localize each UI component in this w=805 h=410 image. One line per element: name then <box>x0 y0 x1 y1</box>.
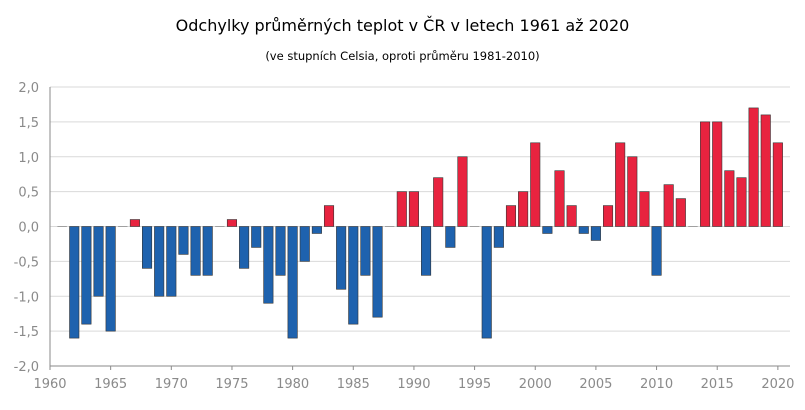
y-tick-label: -1,5 <box>14 325 39 340</box>
bar-positive <box>712 121 723 227</box>
bar-positive <box>603 205 614 227</box>
bars <box>57 107 783 339</box>
axes <box>49 87 790 370</box>
bar-positive <box>457 156 468 227</box>
bar-positive <box>530 142 541 227</box>
bar-negative <box>93 226 104 297</box>
y-tick-label: 1,5 <box>18 116 39 131</box>
x-tick-label: 1985 <box>337 377 370 392</box>
bar-negative <box>154 226 165 297</box>
bar-negative <box>190 226 201 276</box>
bar-negative <box>348 226 359 325</box>
x-tick-label: 1980 <box>276 377 309 392</box>
bar-negative <box>590 226 601 241</box>
bar-negative <box>336 226 347 290</box>
bar-negative <box>481 226 492 339</box>
bar-positive <box>323 205 335 227</box>
bar-negative <box>299 226 310 262</box>
bar-negative <box>360 226 371 276</box>
bar-positive <box>663 184 674 227</box>
chart-title: Odchylky průměrných teplot v ČR v letech… <box>175 16 630 35</box>
bar-positive <box>772 142 783 227</box>
bar-positive <box>226 219 237 227</box>
x-tick-labels: 1960 1965 1970 1975 1980 1985 1990 1995 2000 2005… <box>33 377 794 392</box>
x-tick-label: 2000 <box>519 377 552 392</box>
bar-negative <box>275 226 286 276</box>
x-tick-label: 2015 <box>701 377 734 392</box>
y-tick-label: 2,0 <box>18 81 39 96</box>
bar-positive <box>518 191 529 227</box>
bar-negative <box>578 226 589 234</box>
bar-positive <box>760 114 771 227</box>
x-tick-label: 1970 <box>155 377 188 392</box>
y-tick-label: 1,0 <box>18 151 39 166</box>
bar-negative <box>263 226 274 304</box>
bar-positive <box>675 198 686 227</box>
y-tick-label: 0,0 <box>18 221 39 236</box>
bar-positive <box>627 156 638 227</box>
x-tick-label: 1960 <box>33 377 66 392</box>
bar-negative <box>178 226 189 255</box>
bar-positive <box>566 205 577 227</box>
x-tick-label: 1975 <box>215 377 248 392</box>
bar-positive <box>700 121 711 227</box>
bar-positive <box>505 205 517 227</box>
x-tick-label: 1990 <box>397 377 430 392</box>
y-tick-label: -0,5 <box>14 255 39 270</box>
bar-negative <box>142 226 153 269</box>
bar-positive <box>748 107 759 227</box>
x-tick-label: 1995 <box>458 377 491 392</box>
bar-positive <box>639 191 650 227</box>
x-tick-label: 2010 <box>640 377 673 392</box>
bar-negative <box>493 226 504 248</box>
bar-negative <box>239 226 250 269</box>
bar-negative <box>651 226 662 276</box>
bar-positive <box>433 177 444 227</box>
bar-negative <box>311 226 322 234</box>
bar-positive <box>724 170 735 227</box>
bar-negative <box>69 226 80 339</box>
bar-negative <box>166 226 177 297</box>
y-tick-label: -2,0 <box>14 360 39 375</box>
bar-positive <box>129 219 140 227</box>
bar-positive <box>554 170 565 227</box>
x-tick-label: 2020 <box>761 377 794 392</box>
x-tick-label: 1965 <box>94 377 127 392</box>
y-tick-label: -1,0 <box>14 290 39 305</box>
bar-negative <box>105 226 116 332</box>
y-tick-labels: -2,0 -1,5 -1,0 -0,5 0,0 0,5 1,0 1,5 2,0 <box>14 81 39 375</box>
bar-positive <box>736 177 747 227</box>
x-tick-label: 2005 <box>579 377 612 392</box>
bar-positive <box>615 142 626 227</box>
bar-positive <box>408 191 419 227</box>
bar-negative <box>372 226 383 318</box>
bar-positive <box>396 191 407 227</box>
bar-negative <box>251 226 262 248</box>
chart-subtitle: (ve stupních Celsia, oproti průměru 1981… <box>265 49 540 63</box>
bar-negative <box>421 226 432 276</box>
bar-negative <box>81 226 92 325</box>
bar-negative <box>287 226 298 339</box>
bar-negative <box>202 226 213 276</box>
bar-negative <box>445 226 456 248</box>
bar-negative <box>542 226 553 234</box>
y-tick-label: 0,5 <box>18 186 39 201</box>
